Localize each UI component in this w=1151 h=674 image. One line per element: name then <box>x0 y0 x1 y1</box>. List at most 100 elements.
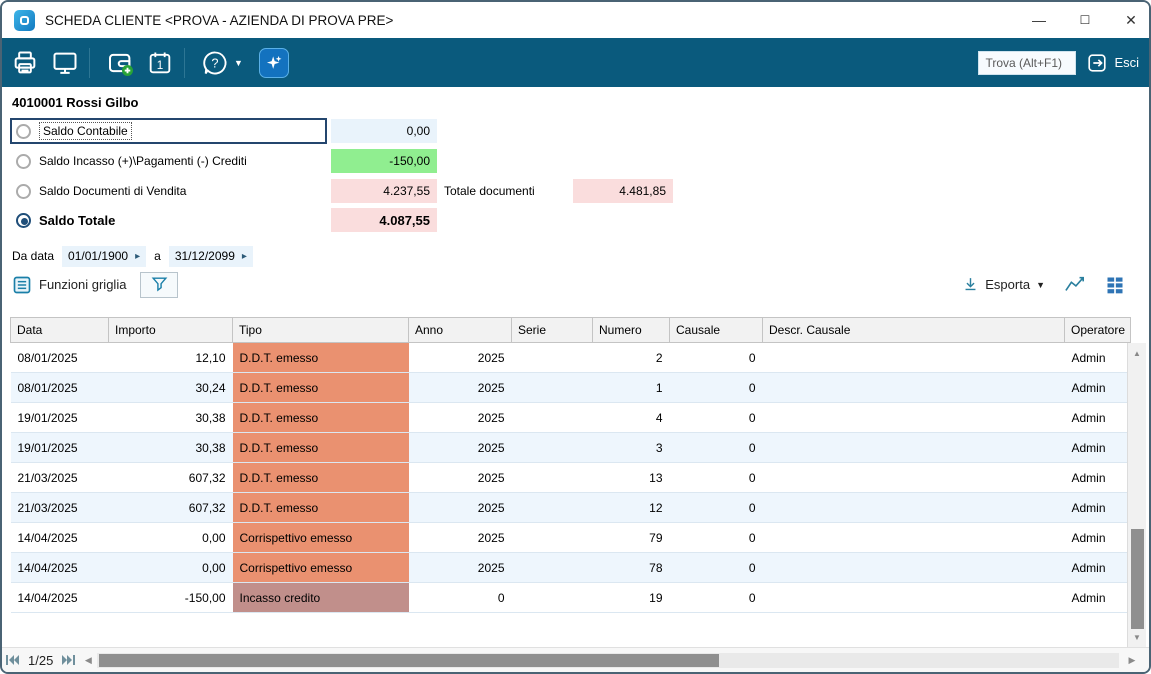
to-date-field[interactable]: 31/12/2099 ▸ <box>169 246 253 267</box>
scroll-up-icon[interactable]: ▲ <box>1128 345 1146 361</box>
vertical-scrollbar-thumb[interactable] <box>1131 529 1144 629</box>
cell-operatore[interactable]: Admin <box>1065 343 1131 373</box>
from-date-field[interactable]: 01/01/1900 ▸ <box>62 246 146 267</box>
cell-causale[interactable]: 0 <box>670 523 763 553</box>
monitor-icon[interactable] <box>48 46 82 80</box>
cell-data[interactable]: 14/04/2025 <box>11 553 109 583</box>
cell-importo[interactable]: 0,00 <box>109 523 233 553</box>
cell-anno[interactable]: 0 <box>409 583 512 613</box>
cell-descr_causale[interactable] <box>763 433 1065 463</box>
horizontal-scrollbar-thumb[interactable] <box>99 654 719 667</box>
cell-descr_causale[interactable] <box>763 583 1065 613</box>
cell-descr_causale[interactable] <box>763 373 1065 403</box>
cell-descr_causale[interactable] <box>763 463 1065 493</box>
cell-anno[interactable]: 2025 <box>409 433 512 463</box>
cell-importo[interactable]: 30,24 <box>109 373 233 403</box>
balance-row-totale[interactable]: Saldo Totale <box>10 208 115 232</box>
table-row[interactable]: 08/01/202530,24D.D.T. emesso202510Admin <box>11 373 1131 403</box>
cell-operatore[interactable]: Admin <box>1065 583 1131 613</box>
table-row[interactable]: 19/01/202530,38D.D.T. emesso202540Admin <box>11 403 1131 433</box>
cell-data[interactable]: 21/03/2025 <box>11 493 109 523</box>
cell-operatore[interactable]: Admin <box>1065 403 1131 433</box>
print-icon[interactable] <box>8 46 42 80</box>
cell-importo[interactable]: 30,38 <box>109 403 233 433</box>
balance-row-incasso[interactable]: Saldo Incasso (+)\Pagamenti (-) Crediti <box>10 149 247 173</box>
cell-causale[interactable]: 0 <box>670 463 763 493</box>
cell-tipo[interactable]: Incasso credito <box>233 583 409 613</box>
filter-button[interactable] <box>140 272 178 298</box>
export-button[interactable]: Esporta ▼ <box>962 276 1045 293</box>
cell-anno[interactable]: 2025 <box>409 493 512 523</box>
cell-anno[interactable]: 2025 <box>409 403 512 433</box>
cell-operatore[interactable]: Admin <box>1065 463 1131 493</box>
table-row[interactable]: 14/04/20250,00Corrispettivo emesso202579… <box>11 523 1131 553</box>
cell-tipo[interactable]: D.D.T. emesso <box>233 373 409 403</box>
table-row[interactable]: 14/04/20250,00Corrispettivo emesso202578… <box>11 553 1131 583</box>
chart-icon[interactable] <box>1063 275 1087 295</box>
column-header[interactable]: Importo <box>109 318 233 343</box>
last-page-button[interactable] <box>57 655 79 665</box>
cell-numero[interactable]: 13 <box>593 463 670 493</box>
grid-functions-icon[interactable] <box>12 275 32 295</box>
cell-importo[interactable]: 607,32 <box>109 463 233 493</box>
column-header[interactable]: Causale <box>670 318 763 343</box>
calendar-icon[interactable]: 1 <box>143 46 177 80</box>
balance-row-contabile[interactable]: Saldo Contabile <box>10 119 132 143</box>
cell-data[interactable]: 14/04/2025 <box>11 523 109 553</box>
cell-numero[interactable]: 4 <box>593 403 670 433</box>
cell-numero[interactable]: 19 <box>593 583 670 613</box>
column-header[interactable]: Data <box>11 318 109 343</box>
table-row[interactable]: 14/04/2025-150,00Incasso credito0190Admi… <box>11 583 1131 613</box>
cell-descr_causale[interactable] <box>763 493 1065 523</box>
exit-button[interactable]: Esci <box>1086 52 1139 74</box>
cell-causale[interactable]: 0 <box>670 583 763 613</box>
cell-data[interactable]: 08/01/2025 <box>11 343 109 373</box>
cell-anno[interactable]: 2025 <box>409 373 512 403</box>
date-spinner-icon[interactable]: ▸ <box>242 251 247 262</box>
column-header[interactable]: Operatore <box>1065 318 1131 343</box>
scroll-left-icon[interactable]: ◀ <box>79 655 97 666</box>
scroll-right-icon[interactable]: ▶ <box>1123 655 1141 666</box>
cell-data[interactable]: 14/04/2025 <box>11 583 109 613</box>
cell-causale[interactable]: 0 <box>670 403 763 433</box>
cell-numero[interactable]: 78 <box>593 553 670 583</box>
cell-serie[interactable] <box>512 433 593 463</box>
column-header[interactable]: Tipo <box>233 318 409 343</box>
cell-importo[interactable]: 30,38 <box>109 433 233 463</box>
search-input[interactable] <box>978 51 1076 75</box>
minimize-button[interactable]: — <box>1029 12 1049 28</box>
cell-numero[interactable]: 1 <box>593 373 670 403</box>
grid-view-icon[interactable] <box>1105 275 1125 295</box>
cell-operatore[interactable]: Admin <box>1065 433 1131 463</box>
cell-descr_causale[interactable] <box>763 343 1065 373</box>
cell-anno[interactable]: 2025 <box>409 553 512 583</box>
cell-tipo[interactable]: D.D.T. emesso <box>233 343 409 373</box>
radio-saldo-incasso[interactable] <box>16 154 31 169</box>
cell-operatore[interactable]: Admin <box>1065 553 1131 583</box>
column-header[interactable]: Descr. Causale <box>763 318 1065 343</box>
cell-causale[interactable]: 0 <box>670 373 763 403</box>
cell-causale[interactable]: 0 <box>670 553 763 583</box>
cell-data[interactable]: 21/03/2025 <box>11 463 109 493</box>
close-button[interactable]: ✕ <box>1121 12 1141 29</box>
date-spinner-icon[interactable]: ▸ <box>135 251 140 262</box>
cell-serie[interactable] <box>512 463 593 493</box>
table-row[interactable]: 19/01/202530,38D.D.T. emesso202530Admin <box>11 433 1131 463</box>
radio-saldo-documenti[interactable] <box>16 184 31 199</box>
radio-saldo-totale[interactable] <box>16 213 31 228</box>
cell-numero[interactable]: 3 <box>593 433 670 463</box>
cell-tipo[interactable]: D.D.T. emesso <box>233 493 409 523</box>
column-header[interactable]: Numero <box>593 318 670 343</box>
cell-tipo[interactable]: Corrispettivo emesso <box>233 523 409 553</box>
cell-causale[interactable]: 0 <box>670 493 763 523</box>
column-header[interactable]: Serie <box>512 318 593 343</box>
cell-serie[interactable] <box>512 583 593 613</box>
cell-anno[interactable]: 2025 <box>409 463 512 493</box>
grid-functions-label[interactable]: Funzioni griglia <box>39 277 126 292</box>
cell-descr_causale[interactable] <box>763 553 1065 583</box>
cell-numero[interactable]: 12 <box>593 493 670 523</box>
help-icon[interactable]: ? <box>198 46 232 80</box>
cell-descr_causale[interactable] <box>763 523 1065 553</box>
column-header[interactable]: Anno <box>409 318 512 343</box>
cell-serie[interactable] <box>512 403 593 433</box>
